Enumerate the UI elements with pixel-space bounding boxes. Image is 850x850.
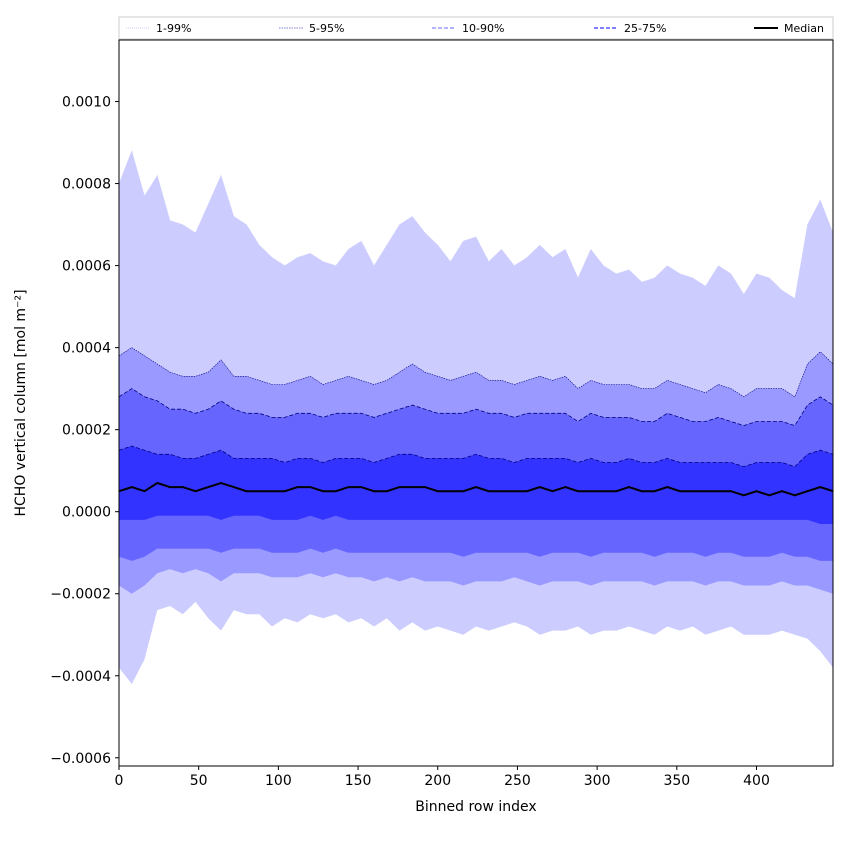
x-tick-label: 0 — [115, 773, 124, 789]
legend: 1-99% 5-95% 10-90% 25-75% Median — [118, 16, 834, 40]
x-tick-label: 300 — [584, 773, 611, 789]
x-axis-label: Binned row index — [415, 799, 536, 815]
y-tick-label: −0.0002 — [50, 587, 111, 603]
legend-label: 5-95% — [309, 22, 344, 35]
y-axis-label: HCHO vertical column [mol m⁻²] — [13, 289, 29, 516]
percentile-lines — [118, 149, 834, 497]
y-tick-label: 0.0008 — [62, 177, 111, 193]
legend-label: Median — [784, 22, 824, 35]
x-tick-label: 150 — [345, 773, 372, 789]
legend-label: 10-90% — [462, 22, 504, 35]
y-tick-label: −0.0004 — [50, 669, 111, 685]
percentile-bands — [119, 150, 833, 684]
x-tick-label: 350 — [663, 773, 690, 789]
band-upper-10-90- — [118, 388, 834, 427]
x-axis: 0 50 100 150 200 250 300 350 400 — [115, 766, 770, 789]
legend-label: 1-99% — [156, 22, 191, 35]
y-tick-label: 0.0010 — [62, 95, 111, 111]
band-25-75- — [119, 446, 833, 524]
y-tick-label: 0.0004 — [62, 341, 111, 357]
band-upper-25-75- — [118, 445, 834, 468]
y-tick-label: 0.0002 — [62, 423, 111, 439]
x-tick-label: 100 — [265, 773, 292, 789]
x-tick-label: 200 — [424, 773, 451, 789]
x-tick-label: 400 — [743, 773, 770, 789]
band-upper-5-95- — [118, 347, 834, 398]
legend-label: 25-75% — [624, 22, 666, 35]
legend-box — [118, 16, 834, 40]
y-tick-label: 0.0006 — [62, 259, 111, 275]
x-tick-label: 50 — [190, 773, 208, 789]
y-tick-label: 0.0000 — [62, 505, 111, 521]
plot-frame — [118, 39, 834, 767]
y-axis: −0.0006 −0.0004 −0.0002 0.0000 0.0002 0.0004 0… — [50, 95, 119, 767]
band-upper-1-99- — [118, 149, 834, 299]
y-tick-label: −0.0006 — [50, 751, 111, 767]
median-line — [118, 481, 834, 497]
x-tick-label: 250 — [504, 773, 531, 789]
